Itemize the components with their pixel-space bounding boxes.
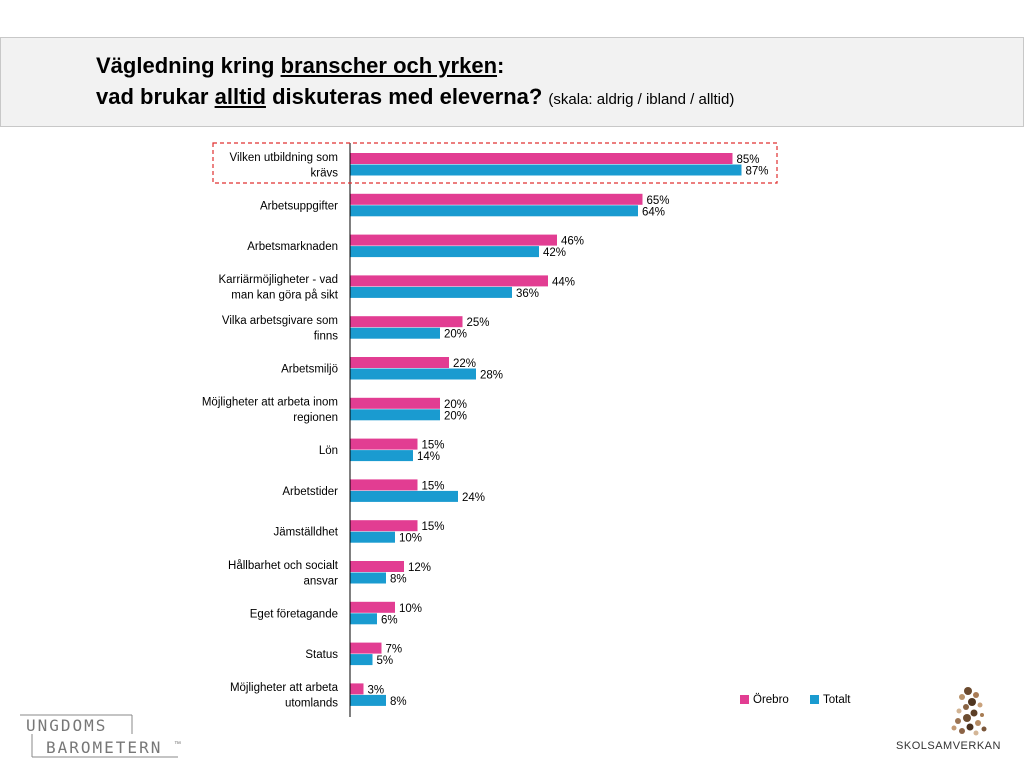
bar-totalt: [350, 164, 742, 176]
category-label: Arbetsmarknaden: [247, 241, 338, 253]
data-label: 10%: [399, 603, 422, 615]
bar-orebro: [350, 520, 418, 532]
category-label: Eget företagande: [250, 608, 338, 620]
bar-totalt: [350, 205, 638, 217]
skolsamverkan-mark-icon: [951, 687, 987, 736]
bar-orebro: [350, 234, 557, 246]
data-label: 36%: [516, 288, 539, 300]
title-line-2-text: vad brukar: [96, 84, 215, 109]
bar-totalt: [350, 694, 386, 706]
data-label: 65%: [647, 195, 670, 207]
title-panel: [0, 37, 1024, 127]
data-label: 22%: [453, 358, 476, 370]
category-label: utomlands: [285, 698, 338, 710]
bar-totalt: [350, 572, 386, 584]
data-label: 15%: [422, 521, 445, 533]
bar-orebro: [350, 683, 364, 695]
data-label: 25%: [467, 317, 490, 329]
bar-orebro: [350, 193, 643, 205]
data-label: 20%: [444, 329, 467, 341]
data-label: 5%: [377, 655, 394, 667]
data-label: 28%: [480, 370, 503, 382]
data-label: 15%: [422, 440, 445, 452]
highlight-box: [212, 142, 778, 184]
title-line-2: vad brukar alltid diskuteras med elevern…: [96, 84, 734, 110]
bar-orebro: [350, 397, 440, 409]
bar-orebro: [350, 438, 418, 450]
category-label: ansvar: [303, 575, 338, 587]
logo-left-line2: BAROMETERN: [46, 738, 162, 757]
title-line-1-text: Vägledning kring: [96, 53, 281, 78]
data-label: 46%: [561, 236, 584, 248]
bar-totalt: [350, 246, 539, 258]
bar-orebro: [350, 601, 395, 613]
category-label: Vilka arbetsgivare som: [222, 315, 338, 327]
data-label: 64%: [642, 206, 665, 218]
logo-left-tm: ™: [174, 741, 181, 748]
category-label: Arbetsuppgifter: [260, 200, 338, 212]
data-label: 15%: [422, 480, 445, 492]
scale-note: (skala: aldrig / ibland / alltid): [548, 91, 735, 108]
bar-totalt: [350, 654, 373, 666]
bar-orebro: [350, 275, 548, 287]
data-label: 12%: [408, 562, 431, 574]
title-line-1-colon: :: [497, 53, 505, 78]
data-label: 3%: [368, 684, 385, 696]
data-label: 8%: [390, 696, 407, 708]
category-label: Möjligheter att arbeta inom: [202, 397, 338, 409]
data-label: 24%: [462, 492, 485, 504]
category-label: finns: [314, 330, 339, 342]
category-label: Jämställdhet: [273, 527, 338, 539]
ungdomsbarometern-logo: UNGDOMS BAROMETERN ™: [20, 712, 190, 762]
logo-left-line1: UNGDOMS: [26, 716, 107, 735]
title-line-1: Vägledning kring branscher och yrken:: [96, 53, 504, 79]
category-label: Hållbarhet och socialt: [228, 560, 339, 572]
category-label: Vilken utbildning som: [230, 152, 338, 164]
category-label: krävs: [311, 167, 339, 179]
legend-swatch-orebro: [740, 695, 749, 704]
category-label: Status: [305, 649, 338, 661]
bar-totalt: [350, 409, 440, 421]
bar-orebro: [350, 479, 418, 491]
bar-orebro: [350, 642, 382, 654]
bar-totalt: [350, 450, 413, 462]
legend-label-totalt: Totalt: [823, 694, 851, 706]
data-label: 20%: [444, 399, 467, 411]
legend-label-orebro: Örebro: [753, 694, 789, 706]
bar-totalt: [350, 613, 377, 625]
bar-totalt: [350, 490, 458, 502]
data-label: 10%: [399, 533, 422, 545]
data-label: 7%: [386, 644, 403, 656]
category-label: Lön: [319, 445, 338, 457]
category-label: Arbetsmiljö: [281, 364, 338, 376]
data-label: 8%: [390, 574, 407, 586]
bar-totalt: [350, 531, 395, 543]
data-label: 14%: [417, 451, 440, 463]
data-label: 6%: [381, 614, 398, 626]
data-label: 42%: [543, 247, 566, 259]
bar-orebro: [350, 316, 463, 328]
bar-orebro: [350, 153, 733, 164]
logo-right-text: SKOLSAMVERKAN: [896, 740, 1001, 752]
category-label: man kan göra på sikt: [231, 290, 339, 302]
category-label: Karriärmöjligheter - vad: [218, 274, 338, 286]
data-label: 44%: [552, 276, 575, 288]
category-label: regionen: [293, 412, 338, 424]
bar-totalt: [350, 327, 440, 339]
category-label: Möjligheter att arbeta: [230, 682, 339, 694]
title-line-2-text-end: diskuteras med eleverna?: [265, 84, 549, 109]
bar-totalt: [350, 286, 512, 298]
data-label: 87%: [746, 166, 769, 178]
legend-swatch-totalt: [810, 695, 819, 704]
bar-orebro: [350, 561, 404, 572]
bar-orebro: [350, 357, 449, 368]
data-label: 85%: [737, 154, 760, 166]
category-label: Arbetstider: [282, 486, 338, 498]
title-line-2-underlined: alltid: [214, 84, 266, 109]
skolsamverkan-logo: SKOLSAMVERKAN: [896, 685, 1001, 765]
data-label: 20%: [444, 410, 467, 422]
bar-totalt: [350, 368, 476, 380]
title-line-1-underlined: branscher och yrken: [280, 53, 498, 78]
